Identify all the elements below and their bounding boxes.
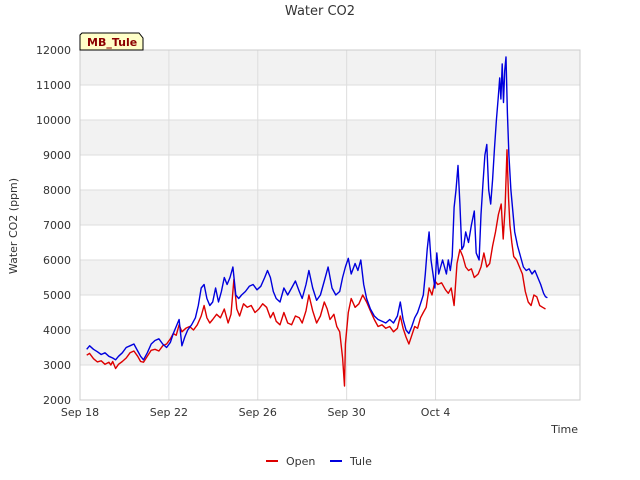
plot-band — [80, 50, 580, 85]
plot-band — [80, 330, 580, 365]
y-tick-label: 12000 — [36, 44, 71, 57]
plot-band — [80, 225, 580, 260]
x-axis-title: Time — [550, 423, 578, 436]
series-line-tule — [86, 56, 548, 361]
legend-label-tule: Tule — [349, 455, 372, 468]
site-label-text: MB_Tule — [87, 36, 137, 49]
plot-band — [80, 190, 580, 225]
y-tick-label: 4000 — [43, 324, 71, 337]
x-tick-label: Sep 18 — [61, 406, 99, 419]
y-tick-label: 11000 — [36, 79, 71, 92]
plot-background-bands — [80, 50, 580, 400]
y-axis-title: Water CO2 (ppm) — [7, 178, 20, 274]
plot-frame — [79, 49, 581, 401]
plot-band — [80, 155, 580, 190]
chart-title: Water CO2 — [285, 4, 355, 19]
y-tick-label: 8000 — [43, 184, 71, 197]
y-tick-label: 3000 — [43, 359, 71, 372]
y-tick-label: 6000 — [43, 254, 71, 267]
legend: Open Tule — [266, 455, 372, 468]
y-axis-ticks: 2000 3000 4000 5000 6000 7000 8000 9000 10000 110… — [36, 44, 71, 407]
plot-band — [80, 120, 580, 155]
x-tick-label: Sep 22 — [150, 406, 188, 419]
series-layer — [86, 56, 548, 387]
y-tick-label: 7000 — [43, 219, 71, 232]
y-tick-label: 9000 — [43, 149, 71, 162]
plot-band — [80, 85, 580, 120]
x-tick-label: Oct 4 — [421, 406, 451, 419]
site-label-badge: MB_Tule — [79, 32, 144, 51]
x-tick-label: Sep 26 — [239, 406, 277, 419]
y-tick-label: 5000 — [43, 289, 71, 302]
plot-band — [80, 295, 580, 330]
x-axis-ticks: Sep 18 Sep 22 Sep 26 Sep 30 Oct 4 — [61, 406, 450, 419]
x-tick-label: Sep 30 — [328, 406, 366, 419]
series-line-open — [86, 149, 546, 387]
plot-band — [80, 365, 580, 400]
legend-label-open: Open — [286, 455, 315, 468]
y-tick-label: 2000 — [43, 394, 71, 407]
y-tick-label: 10000 — [36, 114, 71, 127]
